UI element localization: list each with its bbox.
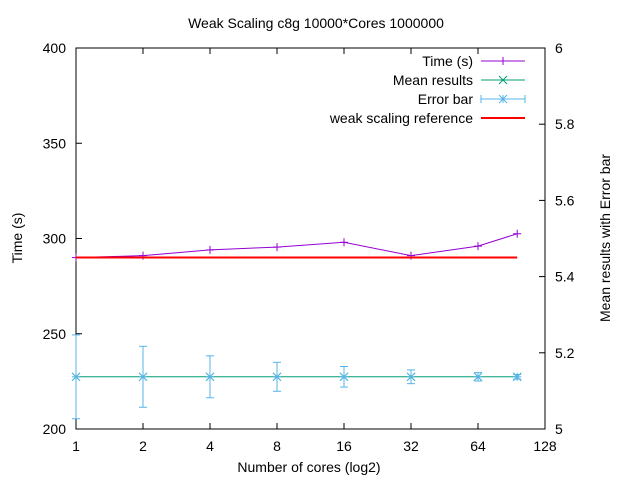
data-point — [273, 243, 281, 252]
legend-marker — [498, 94, 508, 104]
y-tick-label: 200 — [43, 421, 67, 437]
data-point — [339, 372, 349, 382]
series-line — [75, 233, 518, 259]
marker-stroke — [498, 94, 508, 104]
x-tick-label: 4 — [206, 438, 214, 454]
data-point — [512, 372, 522, 382]
marker-stroke — [498, 75, 508, 85]
y-tick-label: 250 — [43, 326, 67, 342]
y2-tick-label: 5.6 — [555, 192, 575, 208]
legend-marker — [499, 57, 507, 65]
data-point — [340, 238, 348, 247]
x-tick-label: 8 — [273, 438, 281, 454]
legend: Time (s) Mean results Error bar weak scalin… — [329, 53, 526, 126]
legend-entry: Error bar — [418, 91, 526, 107]
marker-stroke — [406, 372, 416, 382]
y2-tick-label: 5.2 — [555, 345, 575, 361]
data-point — [71, 372, 81, 382]
legend-entry: Mean results — [393, 72, 525, 88]
x-tick-label: 1 — [72, 438, 80, 454]
legend-label: Error bar — [418, 91, 474, 107]
marker-stroke — [71, 372, 81, 382]
y2-tick-label: 5 — [555, 421, 563, 437]
y2-tick-label: 6 — [555, 40, 563, 56]
y-tick-label: 400 — [43, 40, 67, 56]
data-point — [406, 372, 416, 382]
chart-title: Weak Scaling c8g 10000*Cores 1000000 — [188, 15, 444, 31]
plot-border — [75, 47, 546, 430]
x-tick-label: 32 — [403, 438, 419, 454]
y-tick-label: 300 — [43, 231, 67, 247]
series-2 — [71, 334, 522, 420]
legend-marker — [498, 75, 508, 85]
x-tick-label: 64 — [470, 438, 486, 454]
marker-stroke — [339, 372, 349, 382]
data-point — [513, 229, 522, 238]
y2-tick-label: 5.8 — [555, 116, 575, 132]
data-point — [205, 372, 215, 382]
marker-stroke — [473, 372, 483, 382]
legend-entry: Time (s) — [422, 53, 525, 69]
x-tick-label: 128 — [533, 438, 557, 454]
marker-stroke — [138, 372, 148, 382]
data-point — [474, 242, 482, 251]
data-point — [473, 372, 483, 382]
legend-label: Time (s) — [422, 53, 473, 69]
y2-axis-label: Mean results with Error bar — [597, 154, 613, 322]
data-point — [206, 245, 214, 254]
legend-entry: weak scaling reference — [329, 110, 525, 126]
data-point — [138, 372, 148, 382]
marker-stroke — [272, 372, 282, 382]
legend-label: Mean results — [393, 72, 473, 88]
legend-label: weak scaling reference — [329, 110, 473, 126]
x-axis-label: Number of cores (log2) — [237, 459, 380, 475]
marker-stroke — [512, 372, 522, 382]
y-axis-label: Time (s) — [9, 213, 25, 264]
y2-tick-label: 5.4 — [555, 269, 575, 285]
marker-stroke — [205, 372, 215, 382]
tick-labels: 1 2 4 8 16 32 64 128 200 250 300 350 400 5 5.2 5.4 5.6 5.… — [43, 40, 575, 454]
x-tick-label: 2 — [139, 438, 147, 454]
series-layer — [71, 229, 522, 420]
x-tick-label: 16 — [336, 438, 352, 454]
plot-area — [75, 47, 546, 430]
data-point — [272, 372, 282, 382]
y-tick-label: 350 — [43, 135, 67, 151]
